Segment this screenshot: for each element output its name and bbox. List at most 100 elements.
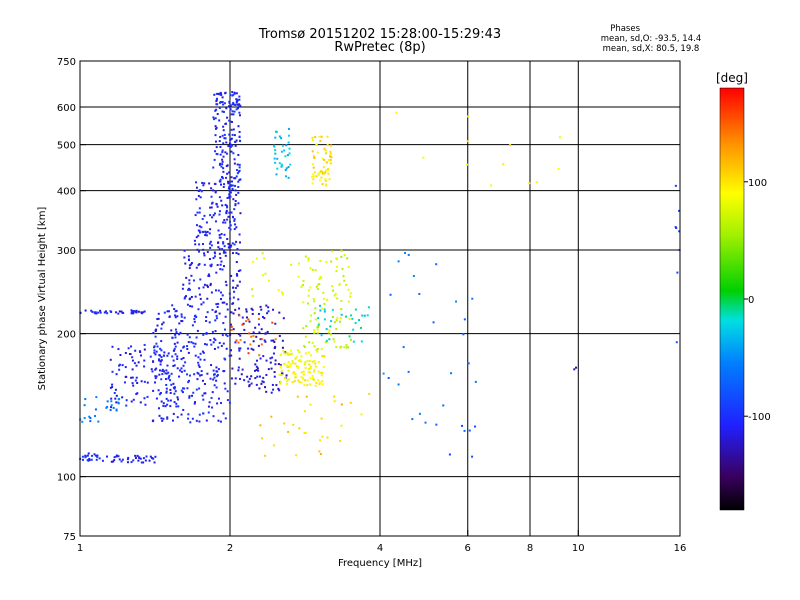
data-point xyxy=(158,358,161,361)
data-point xyxy=(270,391,273,394)
data-point xyxy=(211,330,214,333)
data-point xyxy=(361,314,364,317)
y-tick-label: 100 xyxy=(57,473,76,484)
data-point xyxy=(215,386,218,389)
data-point xyxy=(176,416,179,419)
data-point xyxy=(188,374,191,377)
data-point xyxy=(185,276,188,279)
data-point xyxy=(329,162,332,165)
data-point xyxy=(117,398,120,401)
data-point xyxy=(280,372,283,375)
data-point xyxy=(366,314,369,317)
data-point xyxy=(264,386,267,389)
data-point xyxy=(234,141,237,144)
data-point xyxy=(265,373,268,376)
data-point xyxy=(197,234,200,237)
data-point xyxy=(262,355,265,358)
data-point xyxy=(282,349,285,352)
data-point xyxy=(264,332,267,335)
data-point xyxy=(302,370,305,373)
data-point xyxy=(222,265,225,268)
data-point xyxy=(86,459,89,462)
data-point xyxy=(325,328,328,331)
data-point xyxy=(330,260,333,263)
data-point xyxy=(213,384,216,387)
data-point xyxy=(273,145,276,148)
data-point xyxy=(170,329,173,332)
data-point xyxy=(182,387,185,390)
data-point xyxy=(121,396,124,399)
data-point xyxy=(217,92,220,95)
data-point xyxy=(290,263,293,266)
data-point xyxy=(324,180,327,183)
data-point xyxy=(93,415,96,418)
data-point xyxy=(321,172,324,175)
data-point xyxy=(219,263,222,266)
data-point xyxy=(187,351,190,354)
data-point xyxy=(284,169,287,172)
data-point xyxy=(300,285,303,288)
data-point xyxy=(224,387,227,390)
data-point xyxy=(101,459,104,462)
data-point xyxy=(176,358,179,361)
data-point xyxy=(169,388,172,391)
data-point xyxy=(326,143,329,146)
data-point xyxy=(298,351,301,354)
data-point xyxy=(319,140,322,143)
data-point xyxy=(187,381,190,384)
data-point xyxy=(318,381,321,384)
data-point xyxy=(145,455,148,458)
data-point xyxy=(232,279,235,282)
data-point xyxy=(152,419,155,422)
data-point xyxy=(407,370,410,373)
data-point xyxy=(228,180,231,183)
data-point xyxy=(281,339,284,342)
data-point xyxy=(239,178,242,181)
data-point xyxy=(287,369,290,372)
data-point xyxy=(223,328,226,331)
data-point xyxy=(260,308,263,311)
data-point xyxy=(214,127,217,130)
data-point xyxy=(173,401,176,404)
data-point xyxy=(349,338,352,341)
data-point xyxy=(94,311,97,314)
data-point xyxy=(229,104,232,107)
data-point xyxy=(313,331,316,334)
data-point xyxy=(329,154,332,157)
data-point xyxy=(198,287,201,290)
data-point xyxy=(89,417,92,420)
data-point xyxy=(230,328,233,331)
data-point xyxy=(173,347,176,350)
data-point xyxy=(235,339,238,342)
data-point xyxy=(229,191,232,194)
data-point xyxy=(224,280,227,283)
data-point xyxy=(161,419,164,422)
data-point xyxy=(329,333,332,336)
data-point xyxy=(194,295,197,298)
data-point xyxy=(322,366,325,369)
data-point xyxy=(320,170,323,173)
data-point xyxy=(260,382,263,385)
data-point xyxy=(218,236,221,239)
data-point xyxy=(198,413,201,416)
data-point xyxy=(287,360,290,363)
data-point xyxy=(345,344,348,347)
data-point xyxy=(132,398,135,401)
data-point xyxy=(468,429,471,432)
data-point xyxy=(221,204,224,207)
data-point xyxy=(113,456,116,459)
data-point xyxy=(325,169,328,172)
data-point xyxy=(203,263,206,266)
data-point xyxy=(228,195,231,198)
data-point xyxy=(160,417,163,420)
data-point xyxy=(259,424,262,427)
data-point xyxy=(255,257,258,260)
data-point xyxy=(166,416,169,419)
data-point xyxy=(167,377,170,380)
data-point xyxy=(247,380,250,383)
data-point xyxy=(318,450,321,453)
data-point xyxy=(230,311,233,314)
data-point xyxy=(167,399,170,402)
data-point xyxy=(234,341,237,344)
data-point xyxy=(105,455,108,458)
